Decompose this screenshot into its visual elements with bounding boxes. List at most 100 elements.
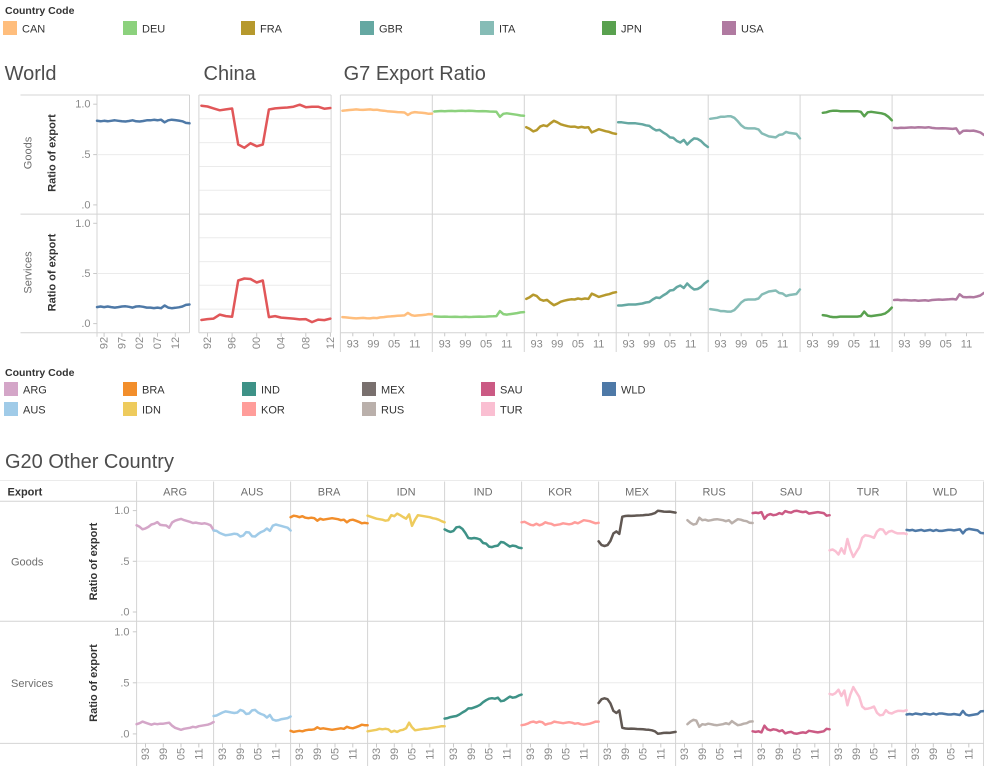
svg-text:WLD: WLD [933,487,958,499]
svg-text:02: 02 [134,337,146,349]
svg-text:05: 05 [848,339,860,351]
svg-text:05: 05 [176,748,188,760]
svg-text:.0: .0 [81,318,90,330]
svg-text:05: 05 [946,748,958,760]
svg-text:11: 11 [685,339,696,351]
svg-text:05: 05 [388,339,400,351]
svg-text:WLD: WLD [621,385,646,397]
svg-text:11: 11 [961,339,972,351]
svg-text:93: 93 [448,748,460,760]
svg-text:99: 99 [697,748,709,760]
svg-text:CAN: CAN [22,24,45,36]
svg-text:05: 05 [715,748,727,760]
svg-text:93: 93 [714,339,726,351]
svg-text:04: 04 [276,337,288,349]
svg-text:G7 Export Ratio: G7 Export Ratio [344,63,486,85]
svg-text:12: 12 [170,337,182,349]
svg-text:05: 05 [572,339,584,351]
svg-text:99: 99 [774,748,786,760]
svg-text:Ratio of export: Ratio of export [47,233,59,311]
svg-text:JPN: JPN [621,24,642,36]
svg-text:99: 99 [543,748,555,760]
svg-text:MEX: MEX [381,385,406,397]
svg-text:Services: Services [23,251,35,294]
svg-text:05: 05 [792,748,804,760]
svg-text:FRA: FRA [260,24,283,36]
svg-text:1.0: 1.0 [75,218,90,230]
svg-text:Services: Services [11,678,54,690]
svg-text:11: 11 [424,748,436,759]
svg-text:IDN: IDN [142,405,161,417]
svg-text:AUS: AUS [241,487,264,499]
svg-text:.5: .5 [120,556,129,568]
svg-text:99: 99 [919,339,931,351]
svg-text:ARG: ARG [23,385,47,397]
svg-text:99: 99 [827,339,839,351]
svg-text:TUR: TUR [500,405,523,417]
svg-text:93: 93 [530,339,542,351]
svg-text:11: 11 [501,339,512,351]
svg-text:Ratio of export: Ratio of export [88,522,100,600]
svg-text:92: 92 [202,337,214,349]
svg-text:1.0: 1.0 [114,505,129,517]
svg-text:93: 93 [439,339,451,351]
svg-text:IDN: IDN [397,487,416,499]
svg-text:99: 99 [851,748,863,760]
svg-text:Export: Export [8,487,43,499]
svg-text:99: 99 [928,748,940,760]
svg-text:DEU: DEU [142,24,165,36]
svg-text:ARG: ARG [163,487,187,499]
svg-text:11: 11 [869,339,880,351]
svg-text:93: 93 [622,339,634,351]
svg-text:11: 11 [777,339,788,351]
svg-text:11: 11 [963,748,975,759]
svg-text:Goods: Goods [23,136,35,169]
svg-text:China: China [204,63,257,85]
svg-text:05: 05 [869,748,881,760]
svg-text:.0: .0 [81,199,90,211]
svg-text:Country Code: Country Code [5,367,75,379]
svg-text:ITA: ITA [499,24,516,36]
svg-text:93: 93 [371,748,383,760]
svg-text:00: 00 [251,337,263,349]
svg-text:RUS: RUS [381,405,404,417]
svg-text:RUS: RUS [702,487,725,499]
svg-text:93: 93 [756,748,768,760]
svg-text:93: 93 [898,339,910,351]
svg-text:G20 Other Country: G20 Other Country [5,451,174,473]
svg-text:11: 11 [270,748,282,759]
svg-text:93: 93 [679,748,691,760]
svg-text:08: 08 [300,337,312,349]
svg-text:99: 99 [620,748,632,760]
svg-text:11: 11 [809,748,821,759]
svg-text:.5: .5 [81,268,90,280]
svg-text:11: 11 [193,748,205,759]
svg-text:96: 96 [227,337,239,349]
svg-text:93: 93 [140,748,152,760]
svg-text:99: 99 [466,748,478,760]
svg-text:99: 99 [643,339,655,351]
svg-text:99: 99 [235,748,247,760]
svg-text:99: 99 [389,748,401,760]
svg-text:Ratio of export: Ratio of export [88,644,100,722]
svg-text:05: 05 [756,339,768,351]
svg-text:GBR: GBR [379,24,403,36]
svg-text:93: 93 [217,748,229,760]
svg-text:99: 99 [735,339,747,351]
svg-text:IND: IND [261,385,280,397]
svg-text:05: 05 [638,748,650,760]
svg-text:11: 11 [409,339,420,351]
svg-text:05: 05 [664,339,676,351]
svg-text:Country Code: Country Code [5,5,75,17]
svg-text:99: 99 [158,748,170,760]
svg-text:MEX: MEX [625,487,650,499]
svg-text:KOR: KOR [548,487,572,499]
svg-text:SAU: SAU [500,385,523,397]
svg-text:99: 99 [367,339,379,351]
svg-text:05: 05 [330,748,342,760]
svg-text:1.0: 1.0 [114,626,129,638]
svg-text:World: World [5,63,57,85]
svg-text:1.0: 1.0 [75,99,90,111]
svg-text:99: 99 [459,339,471,351]
svg-text:93: 93 [833,748,845,760]
